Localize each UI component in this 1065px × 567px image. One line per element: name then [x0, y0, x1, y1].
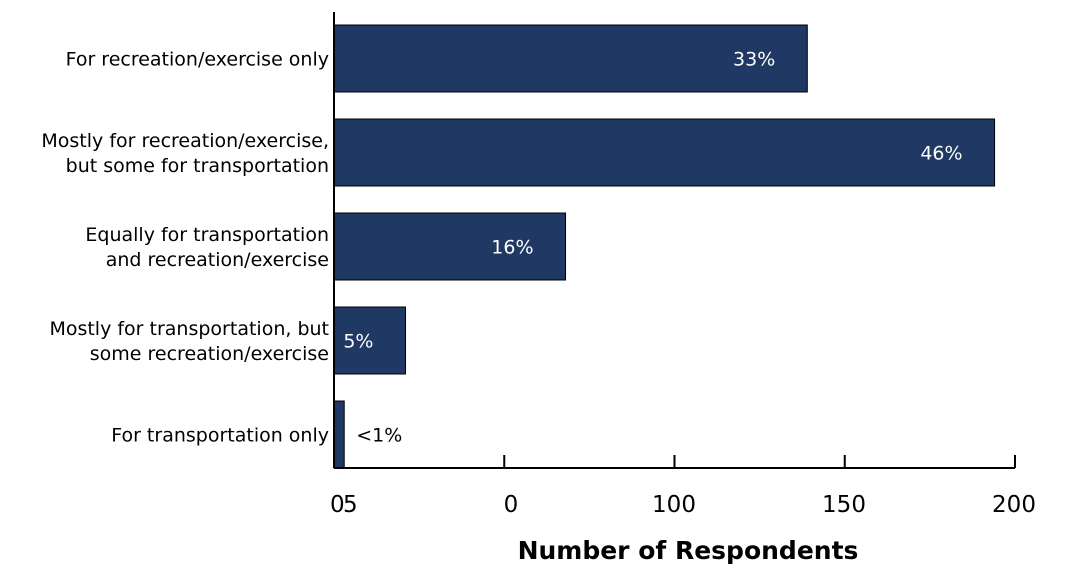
- data-label: 33%: [733, 49, 775, 71]
- bar: [333, 212, 567, 281]
- category-labels-group: For recreation/exercise only Mostly for r…: [41, 49, 329, 447]
- bar: [333, 118, 996, 187]
- data-label: 46%: [920, 143, 962, 165]
- bar: [333, 400, 345, 469]
- data-label: 5%: [343, 331, 373, 353]
- category-label: For recreation/exercise only: [66, 49, 329, 71]
- bar: [333, 306, 407, 375]
- category-label: Mostly for transportation, but some recre…: [49, 318, 329, 365]
- data-labels-group: 33% 46% 16% 5% <1%: [343, 49, 962, 447]
- x-tick-label: 0: [504, 492, 519, 518]
- x-tick-label: 100: [652, 492, 696, 518]
- bars-group: [333, 24, 996, 469]
- data-label: 16%: [491, 237, 533, 259]
- x-ticks-group: [333, 455, 1016, 468]
- x-axis-title: Number of Respondents: [518, 536, 859, 565]
- category-label: Mostly for recreation/exercise, but some …: [41, 130, 329, 177]
- data-label: <1%: [356, 425, 402, 447]
- category-label: Equally for transportation and recreation…: [85, 224, 329, 271]
- x-tick-label: 0: [330, 492, 345, 518]
- category-label: For transportation only: [111, 425, 329, 447]
- x-tick-label: 200: [992, 492, 1036, 518]
- bar: [333, 24, 808, 93]
- x-tick-label: 5: [343, 492, 358, 518]
- x-tick-label: 150: [822, 492, 866, 518]
- x-tick-labels-group: 05 0 100 150 200: [330, 492, 1036, 518]
